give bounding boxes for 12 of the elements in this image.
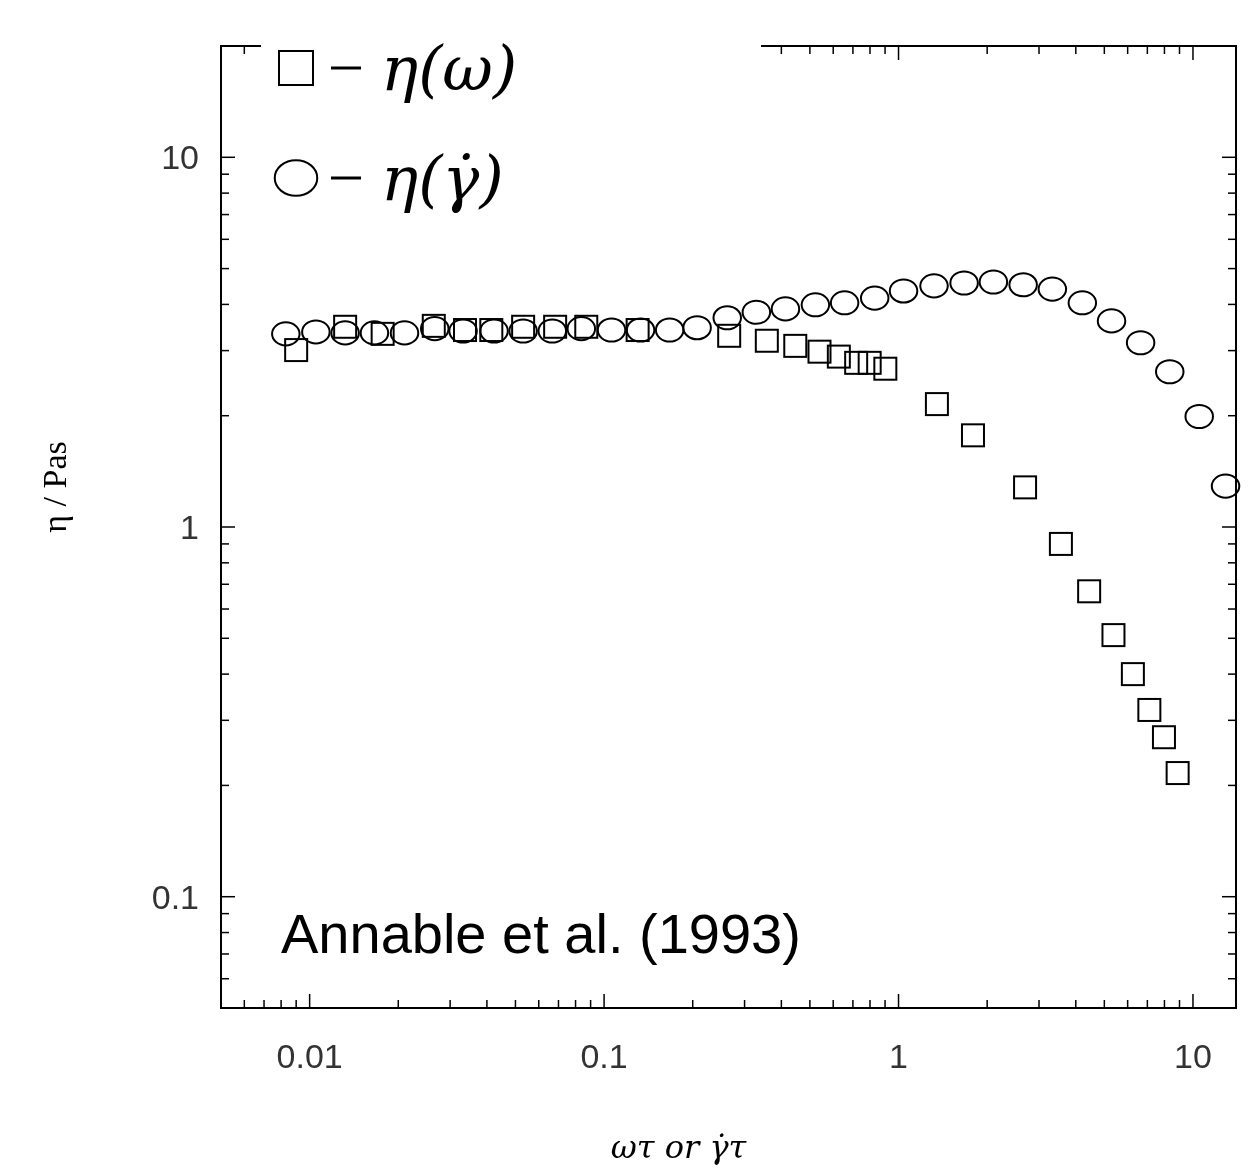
legend-label: η(ω) [381, 32, 518, 105]
y-tick-label: 0.1 [151, 877, 199, 916]
x-axis-title: ωτ or γ̇τ [610, 1128, 748, 1166]
y-axis-title: η / Pas [36, 441, 73, 533]
x-tick-label: 0.01 [276, 1037, 343, 1075]
y-tick-label: 1 [180, 508, 199, 546]
legend-label: η(γ̇) [381, 142, 504, 215]
x-tick-label: 0.1 [580, 1037, 628, 1075]
annotation: Annable et al. (1993) [281, 902, 801, 965]
x-tick-label: 1 [889, 1037, 908, 1075]
x-tick-label: 10 [1174, 1037, 1212, 1075]
y-tick-label: 10 [161, 138, 199, 177]
